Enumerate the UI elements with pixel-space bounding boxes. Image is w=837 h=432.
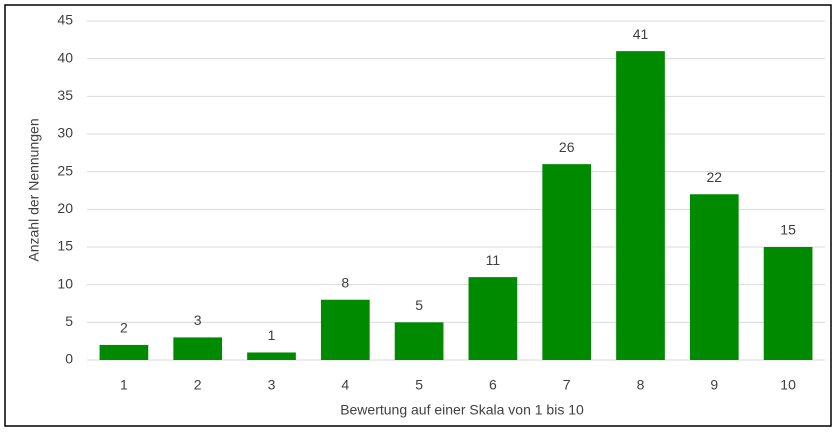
x-tick-label: 4 xyxy=(341,377,349,393)
data-label: 3 xyxy=(194,312,202,328)
data-label: 22 xyxy=(707,169,723,185)
bar xyxy=(468,277,518,360)
y-tick-label: 30 xyxy=(57,125,73,141)
y-tick-label: 35 xyxy=(57,87,73,103)
data-label: 11 xyxy=(486,252,501,268)
y-tick-label: 5 xyxy=(65,313,73,329)
y-tick-label: 40 xyxy=(57,49,73,65)
data-label: 15 xyxy=(780,222,796,238)
bar xyxy=(320,299,370,360)
x-tick-label: 5 xyxy=(415,377,423,393)
x-tick-label: 3 xyxy=(268,377,276,393)
x-tick-label: 1 xyxy=(120,377,128,393)
x-axis-title: Bewertung auf einer Skala von 1 bis 10 xyxy=(340,402,584,418)
y-tick-label: 10 xyxy=(57,275,73,291)
bar xyxy=(763,247,813,360)
bar xyxy=(394,322,444,360)
x-tick-label: 8 xyxy=(637,377,645,393)
y-tick-label: 20 xyxy=(57,200,73,216)
x-tick-label: 7 xyxy=(563,377,571,393)
bar xyxy=(689,194,739,360)
y-tick-label: 25 xyxy=(57,162,73,178)
data-label: 41 xyxy=(633,26,649,42)
x-tick-label: 10 xyxy=(780,377,796,393)
x-tick-label: 6 xyxy=(489,377,497,393)
data-label: 8 xyxy=(341,274,349,290)
bar xyxy=(99,344,149,360)
y-tick-label: 0 xyxy=(65,351,73,367)
y-tick-label: 45 xyxy=(57,12,73,28)
data-label: 26 xyxy=(559,139,575,155)
x-tick-label: 9 xyxy=(710,377,718,393)
bar xyxy=(616,51,665,361)
x-tick-label: 2 xyxy=(194,377,202,393)
bar xyxy=(247,352,296,360)
y-axis-title: Anzahl der Nennungen xyxy=(26,118,42,261)
bar xyxy=(542,164,592,360)
data-label: 2 xyxy=(120,320,128,336)
y-tick-label: 15 xyxy=(57,238,73,254)
bar xyxy=(173,337,223,360)
data-label: 5 xyxy=(415,297,423,313)
data-label: 1 xyxy=(268,327,276,343)
